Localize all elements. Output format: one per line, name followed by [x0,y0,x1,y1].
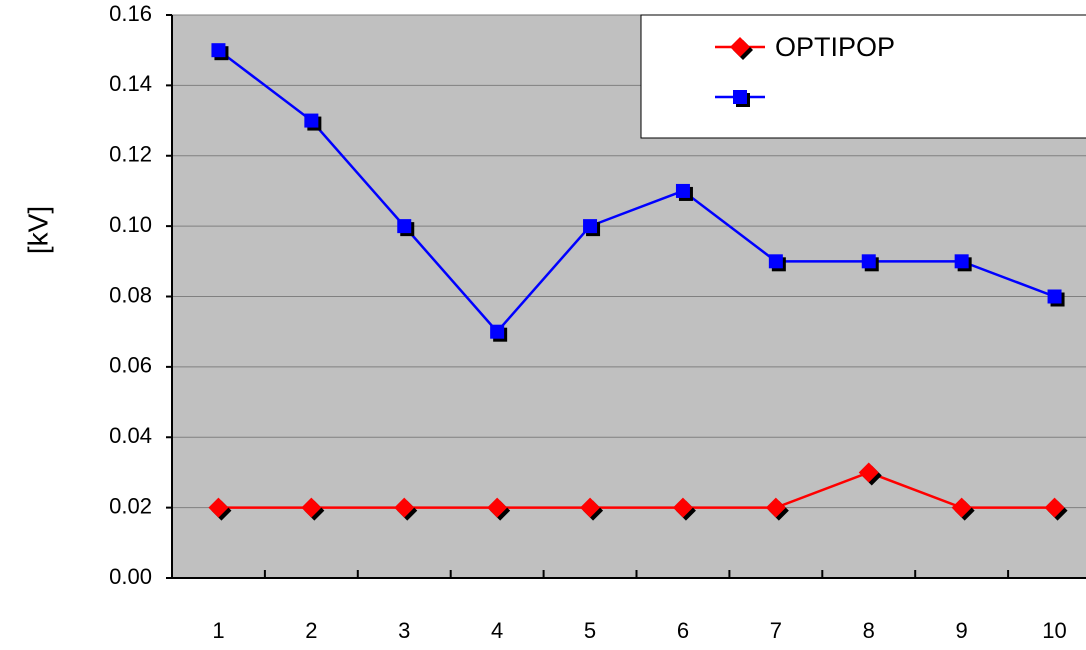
marker [858,462,879,483]
legend: OPTIPOP [640,14,1086,139]
y-tick-label: 0.06 [109,353,152,378]
y-tick-label: 0.12 [109,142,152,167]
series-line [217,49,1055,334]
marker [768,254,783,269]
y-tick-label: 0.04 [109,423,152,448]
x-tick-label: 2 [305,618,317,643]
y-axis-label: [kV] [22,206,53,254]
marker [487,497,508,518]
x-tick-label: 1 [212,618,224,643]
marker [954,254,969,269]
marker [1044,497,1065,518]
y-tick-label: 0.10 [109,212,152,237]
marker [490,324,505,339]
x-tick-label: 8 [863,618,875,643]
marker [951,497,972,518]
marker [397,219,412,234]
marker [675,183,690,198]
y-tick-label: 0.02 [109,493,152,518]
legend-box [640,14,1086,139]
x-tick-label: 7 [770,618,782,643]
marker [672,497,693,518]
legend-label: OPTIPOP [775,32,895,62]
marker [211,43,226,58]
x-tick-label: 9 [956,618,968,643]
x-tick-label: 10 [1042,618,1066,643]
marker [730,37,750,57]
marker [304,113,319,128]
x-tick-label: 5 [584,618,596,643]
marker [861,254,876,269]
marker [301,497,322,518]
x-tick-label: 6 [677,618,689,643]
marker [765,497,786,518]
series-line [218,471,1055,509]
marker [580,497,601,518]
marker [583,219,598,234]
y-tick-label: 0.00 [109,564,152,589]
y-tick-label: 0.16 [109,1,152,26]
x-tick-label: 3 [398,618,410,643]
marker [394,497,415,518]
marker [1047,289,1062,304]
y-tick-label: 0.14 [109,71,152,96]
marker [733,90,747,104]
y-tick-label: 0.08 [109,282,152,307]
x-tick-label: 4 [491,618,503,643]
marker [208,497,229,518]
